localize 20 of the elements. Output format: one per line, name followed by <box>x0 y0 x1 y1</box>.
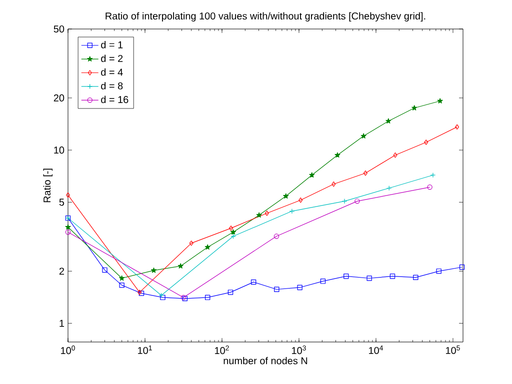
y-tick-label: 50 <box>54 25 64 33</box>
y-tick-label: 20 <box>54 94 64 102</box>
legend-label: d = 1 <box>101 41 123 48</box>
legend-label: d = 2 <box>101 54 123 62</box>
y-axis-title: Ratio [-] <box>43 168 53 202</box>
x-tick-label: 10$^{5}$ <box>446 346 460 354</box>
x-tick-label: 10$^{3}$ <box>292 346 306 354</box>
chart-title: Ratio of interpolating 100 values with/without gradients [Chebyshev grid]. <box>106 12 426 22</box>
y-tick-label: 5 <box>59 198 64 206</box>
legend-label: d = 4 <box>101 68 123 76</box>
x-axis-title: number of nodes N <box>224 356 308 364</box>
legend-label: d = 16 <box>101 96 128 104</box>
y-tick-label: 2 <box>59 268 64 275</box>
x-tick-label: 10$^{2}$ <box>215 346 229 354</box>
x-tick-label: 10$^{1}$ <box>138 346 152 354</box>
legend-label: d = 8 <box>101 82 123 90</box>
x-tick-label: 10$^{4}$ <box>369 346 384 354</box>
y-tick-label: 1 <box>60 320 64 327</box>
x-tick-label: 10$^{0}$ <box>61 346 75 354</box>
y-tick-label: 10 <box>54 146 64 154</box>
